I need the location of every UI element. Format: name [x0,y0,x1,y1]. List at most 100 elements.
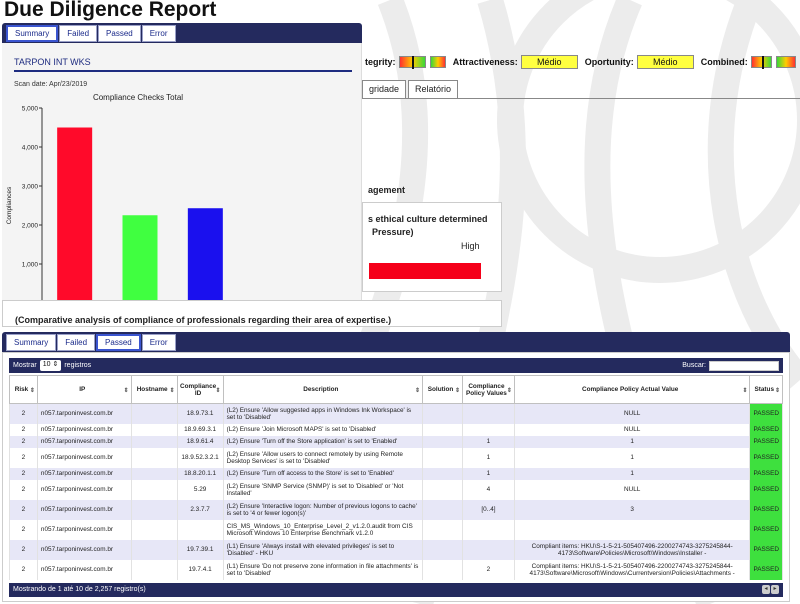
cell-solution [422,423,463,436]
cell-policy [461,403,515,424]
col-hostname[interactable]: Hostname ⇕ [130,375,178,404]
cell-risk: 2 [9,559,38,580]
comparative-analysis-card: (Comparative analysis of compliance of p… [2,300,502,327]
col-solution[interactable]: Solution ⇕ [422,375,463,404]
cell-status: PASSED [749,423,783,436]
tab-summary[interactable]: Summary [6,25,59,42]
cell-cid: 2.3.7.7 [176,499,224,520]
col-policy-values-label: Compliance Policy Values [466,382,507,397]
table-row[interactable]: 2 n057.tarponinvest.com.br 18.9.61.4 (L2) E… [9,435,783,448]
cell-actual: NULL [513,479,751,500]
tab-passed[interactable]: Passed [98,25,141,42]
cell-risk: 2 [9,435,38,448]
cell-desc: (L2) Ensure 'Turn off the Store applicat… [222,435,424,448]
sort-icon: ⇕ [774,388,780,394]
table-toolbar: Mostrar 10 ⇕ registros Buscar: [9,358,783,373]
cell-solution [422,519,463,540]
table-body: 2 n057.tarponinvest.com.br 18.9.73.1 (L2) E… [9,403,783,580]
col-description[interactable]: Description ⇕ [222,375,424,404]
show-label: Mostrar [13,362,37,369]
cell-ip: n057.tarponinvest.com.br [36,499,132,520]
tab-failed-2[interactable]: Failed [57,334,96,351]
next-page-button[interactable]: ▸ [771,585,779,594]
sort-icon: ⇕ [169,388,175,394]
chart-y-tick-label: 1,000 [22,262,39,269]
cell-cid: 18.9.69.3.1 [176,423,224,436]
sort-icon: ⇕ [29,388,35,394]
table-row[interactable]: 2 n057.tarponinvest.com.br 18.9.69.3.1 (L2)… [9,423,783,436]
summary-panel: TARPON INT WKS Scan date: Apr/23/2019 Co… [2,43,362,315]
cell-status: PASSED [749,403,783,424]
tab-integridade[interactable]: gridade [362,80,407,99]
integrity-meter-risk [430,56,446,68]
table-row[interactable]: 2 n057.tarponinvest.com.br 18.9.73.1 (L2) E… [9,403,783,424]
cell-solution [422,403,463,424]
tab-failed[interactable]: Failed [59,25,98,42]
attractiveness-value: Médio [520,55,578,69]
cell-policy [461,519,515,540]
tab-passed-2[interactable]: Passed [96,334,141,351]
cell-hostname [130,499,178,520]
table-row[interactable]: 2 n057.tarponinvest.com.br CIS_MS_Windows_… [9,519,783,540]
col-actual-value[interactable]: Compliance Policy Actual Value ⇕ [513,375,751,404]
cell-ip: n057.tarponinvest.com.br [36,435,132,448]
cell-solution [422,435,463,448]
compliance-chart-svg: Compliance Checks TotalCompliances01,000… [6,93,239,315]
cell-hostname [130,519,178,540]
tab-relatorio[interactable]: Relatório [408,80,459,99]
col-policy-values[interactable]: Compliance Policy Values ⇕ [461,375,515,404]
cell-risk: 2 [9,519,38,540]
cell-desc: (L1) Ensure 'Always install with elevate… [222,539,424,560]
col-risk-label: Risk [14,386,29,393]
tab-error-2[interactable]: Error [141,334,176,351]
col-ip[interactable]: IP ⇕ [36,375,132,404]
cell-solution [422,559,463,580]
page-size-select[interactable]: 10 ⇕ [39,360,62,371]
cell-desc: (L2) Ensure 'Allow suggested apps in Win… [222,403,424,424]
col-status[interactable]: Status ⇕ [749,375,783,404]
page-size-value: 10 [42,361,51,368]
chart-bar-failed [57,127,93,303]
scan-date: Scan date: Apr/23/2019 [14,81,88,88]
cell-hostname [130,539,178,560]
col-risk[interactable]: Risk ⇕ [9,375,38,404]
sort-icon: ⇕ [506,388,512,394]
cell-status: PASSED [749,539,783,560]
cell-desc: (L2) Ensure 'Allow users to connect remo… [222,447,424,468]
tab-summary-2[interactable]: Summary [6,334,57,351]
cell-hostname [130,467,178,480]
search-input[interactable] [709,360,779,371]
top-nav-bar: Summary Failed Passed Error [2,23,362,43]
cell-cid: 18.8.20.1.1 [176,467,224,480]
table-row[interactable]: 2 n057.tarponinvest.com.br 18.8.20.1.1 (L2)… [9,467,783,480]
ethical-culture-text: s ethical culture determined Pressure) [368,213,488,239]
cell-actual: 1 [513,467,751,480]
cell-policy: 1 [461,447,515,468]
table-row[interactable]: 2 n057.tarponinvest.com.br 2.3.7.7 (L2) Ens… [9,499,783,520]
cell-solution [422,479,463,500]
cell-actual: 1 [513,435,751,448]
records-summary: Mostrando de 1 até 10 de 2,257 registro(… [13,586,146,593]
cell-policy: 4 [461,479,515,500]
cell-policy [461,539,515,560]
tab-error[interactable]: Error [141,25,176,42]
cell-solution [422,539,463,560]
cell-risk: 2 [9,423,38,436]
prev-page-button[interactable]: ◂ [762,585,770,594]
attractiveness-label: Attractiveness: [452,57,518,67]
table-row[interactable]: 2 n057.tarponinvest.com.br 5.29 (L2) Ensure… [9,479,783,500]
cell-desc: (L2) Ensure 'Interactive logon: Number o… [222,499,424,520]
table-row[interactable]: 2 n057.tarponinvest.com.br 18.9.52.3.2.1 (L… [9,447,783,468]
compliance-chart: Compliance Checks TotalCompliances01,000… [2,91,362,315]
cell-policy: 1 [461,467,515,480]
table-row[interactable]: 2 n057.tarponinvest.com.br 19.7.4.1 (L1) En… [9,559,783,580]
cell-actual: NULL [513,423,751,436]
cell-cid: 19.7.39.1 [176,539,224,560]
col-description-label: Description [303,386,339,393]
ethical-culture-card: s ethical culture determined Pressure) H… [362,202,502,292]
cell-status: PASSED [749,559,783,580]
cell-actual: 3 [513,499,751,520]
col-compliance-id[interactable]: Compliance ID ⇕ [176,375,224,404]
cell-policy [461,423,515,436]
table-row[interactable]: 2 n057.tarponinvest.com.br 19.7.39.1 (L1) E… [9,539,783,560]
